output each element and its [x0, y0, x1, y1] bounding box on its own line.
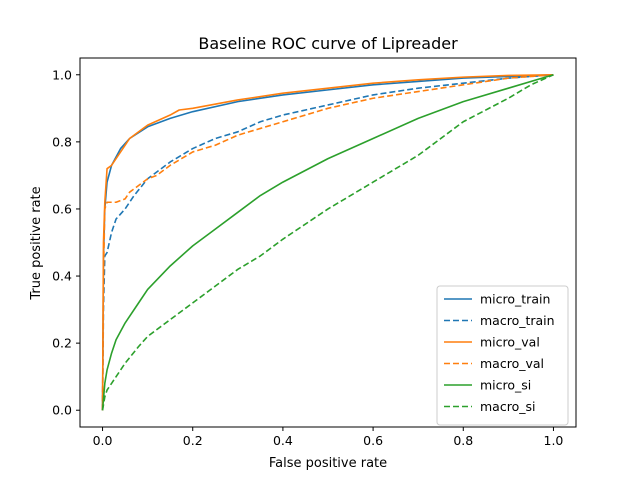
x-tick-label: 0.0 — [93, 433, 113, 448]
legend-label-micro-val: micro_val — [480, 335, 540, 350]
y-tick-label: 0.4 — [52, 269, 72, 284]
y-tick-label: 0.0 — [52, 403, 72, 418]
series-line-macro-si — [101, 74, 554, 411]
y-tick-label: 0.2 — [52, 336, 72, 351]
legend-label-macro-val: macro_val — [480, 356, 544, 371]
y-tick-label: 1.0 — [52, 67, 72, 82]
series-group — [101, 73, 554, 411]
legend: micro_train macro_train micro_val macro_val… — [436, 285, 569, 426]
x-tick-label: 0.4 — [273, 433, 293, 448]
legend-label-macro-train: macro_train — [480, 313, 555, 328]
y-tick-label: 0.8 — [52, 134, 72, 149]
x-axis-label: False positive rate — [269, 456, 387, 471]
x-tick-label: 0.6 — [363, 433, 383, 448]
chart-title: Baseline ROC curve of Lipreader — [198, 34, 458, 53]
legend-label-micro-si: micro_si — [480, 378, 531, 393]
legend-label-micro-train: micro_train — [480, 292, 550, 307]
legend-box — [436, 285, 569, 426]
series-line-macro-train — [101, 73, 554, 411]
series-line-micro-val — [101, 73, 554, 411]
legend-label-macro-si: macro_si — [480, 399, 535, 414]
y-axis: 0.0 0.2 0.4 0.6 0.8 1.0 — [52, 67, 80, 418]
series-line-macro-val — [101, 73, 554, 411]
x-tick-label: 0.2 — [183, 433, 203, 448]
y-axis-label: True positive rate — [29, 186, 44, 300]
series-line-micro-si — [101, 74, 554, 411]
series-line-micro-train — [101, 73, 554, 411]
x-tick-label: 0.8 — [453, 433, 473, 448]
x-tick-label: 1.0 — [544, 433, 564, 448]
axes-frame — [79, 57, 577, 428]
y-tick-label: 0.6 — [52, 201, 72, 216]
x-axis: 0.0 0.2 0.4 0.6 0.8 1.0 — [93, 427, 564, 448]
